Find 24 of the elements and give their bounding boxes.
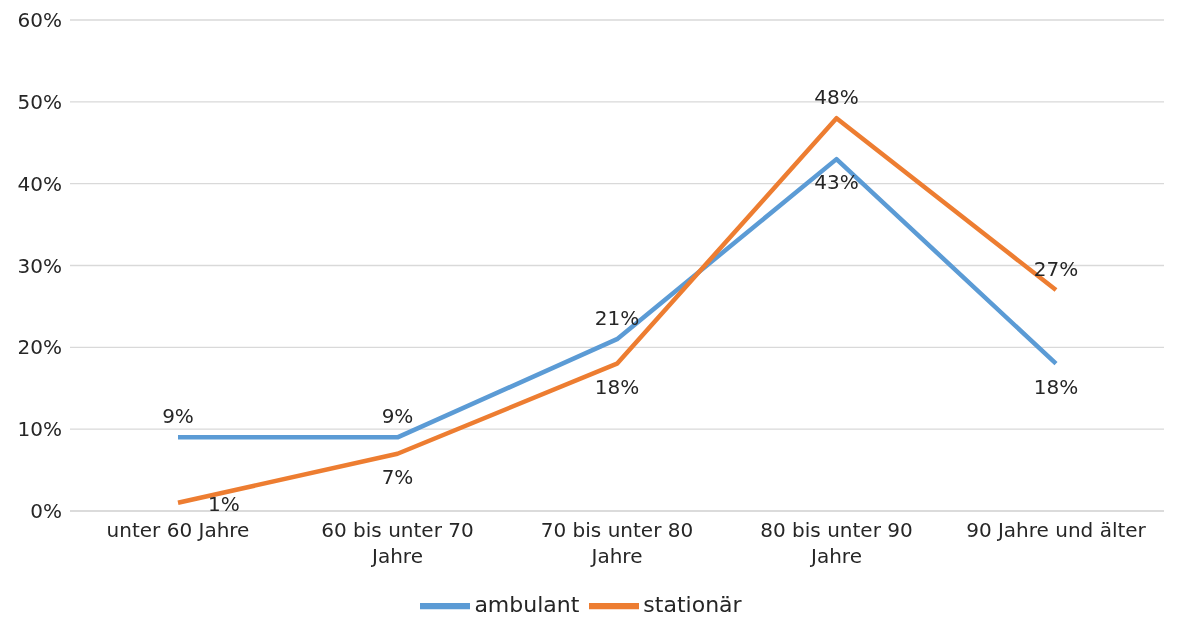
x-tick-label: 60 bis unter 70 Jahre: [321, 518, 474, 568]
data-label: 1%: [208, 491, 240, 516]
y-tick-label: 0%: [30, 499, 62, 524]
data-label: 7%: [381, 464, 414, 489]
y-tick-label: 60%: [17, 8, 62, 33]
y-tick-label: 30%: [17, 253, 62, 278]
data-label: 9%: [162, 404, 194, 429]
data-label: 21%: [594, 306, 640, 331]
y-tick-label: 10%: [17, 417, 62, 442]
data-label: 48%: [814, 85, 859, 110]
data-label: 18%: [594, 374, 640, 399]
legend-label: ambulant: [474, 592, 580, 617]
y-tick-label: 50%: [17, 89, 62, 114]
data-label: 27%: [1033, 257, 1079, 282]
data-label: 18%: [1033, 374, 1079, 399]
y-tick-label: 40%: [17, 171, 62, 196]
x-tick-label: unter 60 Jahre: [106, 518, 250, 542]
x-tick-label: 90 Jahre und älter: [966, 518, 1147, 542]
x-tick-label: 70 bis unter 80 Jahre: [540, 518, 694, 568]
x-tick-label: 80 bis unter 90 Jahre: [760, 518, 913, 568]
y-tick-label: 20%: [17, 335, 62, 360]
data-label: 43%: [814, 170, 859, 195]
legend-label: stationär: [643, 592, 742, 617]
data-label: 9%: [381, 404, 414, 429]
